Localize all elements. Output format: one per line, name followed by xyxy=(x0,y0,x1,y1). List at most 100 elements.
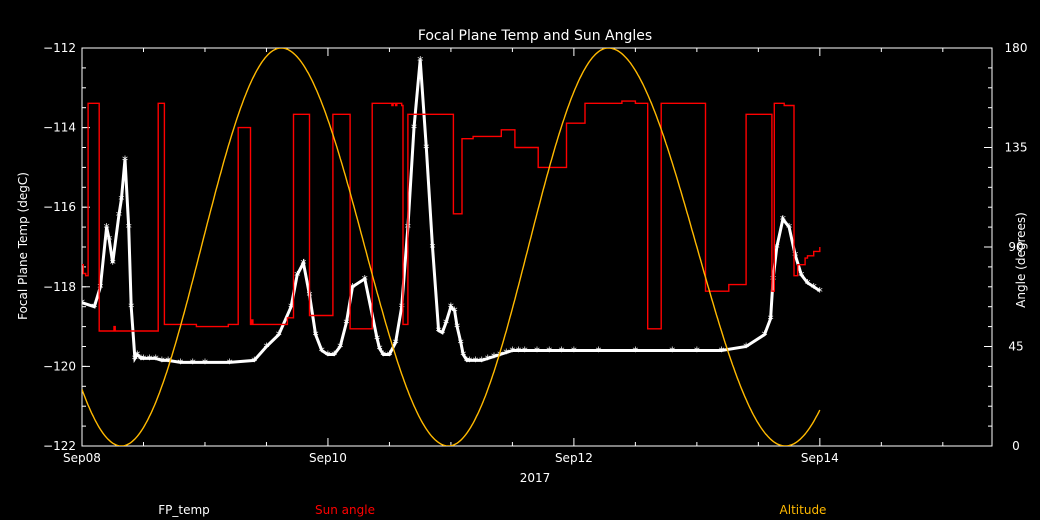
data-point-fp-temp: * xyxy=(479,354,485,368)
data-point-fp-temp: * xyxy=(126,221,132,235)
data-point-fp-temp: * xyxy=(423,142,429,156)
data-point-fp-temp: * xyxy=(313,329,319,343)
data-point-fp-temp: * xyxy=(79,297,85,311)
data-point-fp-temp: * xyxy=(534,345,540,359)
data-point-fp-temp: * xyxy=(762,329,768,343)
data-point-fp-temp: * xyxy=(509,345,515,359)
data-point-fp-temp: * xyxy=(399,301,405,315)
data-point-fp-temp: * xyxy=(743,341,749,355)
data-point-fp-temp: * xyxy=(719,345,725,359)
series-layer: * ************** * * * * * * * * ********* * *******… xyxy=(79,48,823,446)
y2-tick-label: 45 xyxy=(1008,340,1023,354)
data-point-fp-temp: * xyxy=(337,341,343,355)
data-point-fp-temp: * xyxy=(132,352,138,366)
data-point-fp-temp: * xyxy=(202,356,208,370)
data-point-fp-temp: * xyxy=(466,354,472,368)
data-point-fp-temp: * xyxy=(811,281,817,295)
data-point-fp-temp: * xyxy=(190,356,196,370)
data-point-fp-temp: * xyxy=(522,345,528,359)
data-point-fp-temp: * xyxy=(276,329,282,343)
data-point-fp-temp: * xyxy=(343,317,349,331)
data-point-fp-temp: * xyxy=(491,350,497,364)
data-point-fp-temp: * xyxy=(770,273,776,287)
data-point-fp-temp: * xyxy=(448,301,454,315)
data-point-fp-temp: * xyxy=(177,356,183,370)
data-point-fp-temp: * xyxy=(774,241,780,255)
data-point-fp-temp: * xyxy=(128,301,134,315)
data-point-fp-temp: * xyxy=(288,301,294,315)
data-point-fp-temp: * xyxy=(106,233,112,247)
data-point-fp-temp: * xyxy=(798,269,804,283)
chart-title: Focal Plane Temp and Sun Angles xyxy=(418,28,652,44)
x-tick-label: Sep10 xyxy=(309,451,347,465)
data-point-fp-temp: * xyxy=(443,317,449,331)
data-point-fp-temp: * xyxy=(362,273,368,287)
data-point-fp-temp: * xyxy=(464,354,470,368)
data-point-fp-temp: * xyxy=(141,352,147,366)
data-point-fp-temp: * xyxy=(439,327,445,341)
data-point-fp-temp: * xyxy=(485,352,491,366)
data-point-fp-temp: * xyxy=(380,349,386,363)
data-point-fp-temp: * xyxy=(116,209,122,223)
y-tick-label: −114 xyxy=(43,121,76,135)
data-point-fp-temp: * xyxy=(458,337,464,351)
data-point-fp-temp: * xyxy=(503,347,509,361)
data-point-fp-temp: * xyxy=(632,345,638,359)
data-point-fp-temp: * xyxy=(138,352,144,366)
data-point-fp-temp: * xyxy=(669,345,675,359)
x-tick-label: Sep12 xyxy=(555,451,593,465)
legend: FP_temp Sun angle Altitude xyxy=(158,503,826,517)
data-point-fp-temp: * xyxy=(110,257,116,271)
data-point-fp-temp: * xyxy=(118,193,124,207)
data-point-fp-temp: * xyxy=(452,305,458,319)
data-point-fp-temp: * xyxy=(227,356,233,370)
data-point-fp-temp: * xyxy=(786,221,792,235)
series-line-sun-angle xyxy=(82,100,821,332)
data-point-fp-temp: * xyxy=(153,352,159,366)
data-point-fp-temp: * xyxy=(97,281,103,295)
data-point-fp-temp: * xyxy=(559,345,565,359)
data-point-fp-temp: * xyxy=(792,249,798,263)
data-point-fp-temp: * xyxy=(780,213,786,227)
legend-item-fp-temp: FP_temp xyxy=(158,503,210,517)
data-point-fp-temp: * xyxy=(374,333,380,347)
data-point-fp-temp: * xyxy=(411,122,417,136)
data-point-fp-temp: * xyxy=(417,54,423,68)
data-point-fp-temp: * xyxy=(516,345,522,359)
data-point-fp-temp: * xyxy=(430,241,436,255)
axis-ticks: Sep08 Sep10 Sep12 Sep14 −112 −114 −116 −118 −120… xyxy=(43,41,1027,465)
data-point-fp-temp: * xyxy=(134,349,140,363)
data-point-fp-temp: * xyxy=(300,257,306,271)
data-point-fp-temp: * xyxy=(147,352,153,366)
data-point-fp-temp: * xyxy=(91,301,97,315)
data-point-fp-temp: * xyxy=(331,349,337,363)
data-point-fp-temp: * xyxy=(393,337,399,351)
data-point-fp-temp: * xyxy=(122,153,128,167)
data-point-fp-temp: * xyxy=(571,345,577,359)
x-tick-label: Sep14 xyxy=(801,451,839,465)
legend-item-sun-angle: Sun angle xyxy=(315,503,375,517)
y-tick-label: −122 xyxy=(43,439,76,453)
data-point-fp-temp: * xyxy=(350,281,356,295)
y-tick-label: −116 xyxy=(43,200,76,214)
y2-axis-label: Angle (degrees) xyxy=(1014,212,1028,308)
data-point-fp-temp: * xyxy=(454,321,460,335)
y2-tick-label: 0 xyxy=(1012,439,1020,453)
data-point-fp-temp: * xyxy=(497,349,503,363)
data-point-fp-temp: * xyxy=(768,313,774,327)
data-point-fp-temp: * xyxy=(473,354,479,368)
x-axis-label: 2017 xyxy=(520,471,551,485)
data-point-fp-temp: * xyxy=(104,221,110,235)
y2-tick-label: 180 xyxy=(1005,41,1028,55)
data-point-fp-temp: * xyxy=(460,349,466,363)
y-tick-label: −120 xyxy=(43,359,76,373)
data-point-fp-temp: * xyxy=(159,354,165,368)
data-point-fp-temp: * xyxy=(377,343,383,357)
y-tick-label: −118 xyxy=(43,280,76,294)
series-line-altitude xyxy=(82,48,821,446)
data-point-fp-temp: * xyxy=(294,269,300,283)
data-point-fp-temp: * xyxy=(817,285,823,299)
data-point-fp-temp: * xyxy=(805,277,811,291)
